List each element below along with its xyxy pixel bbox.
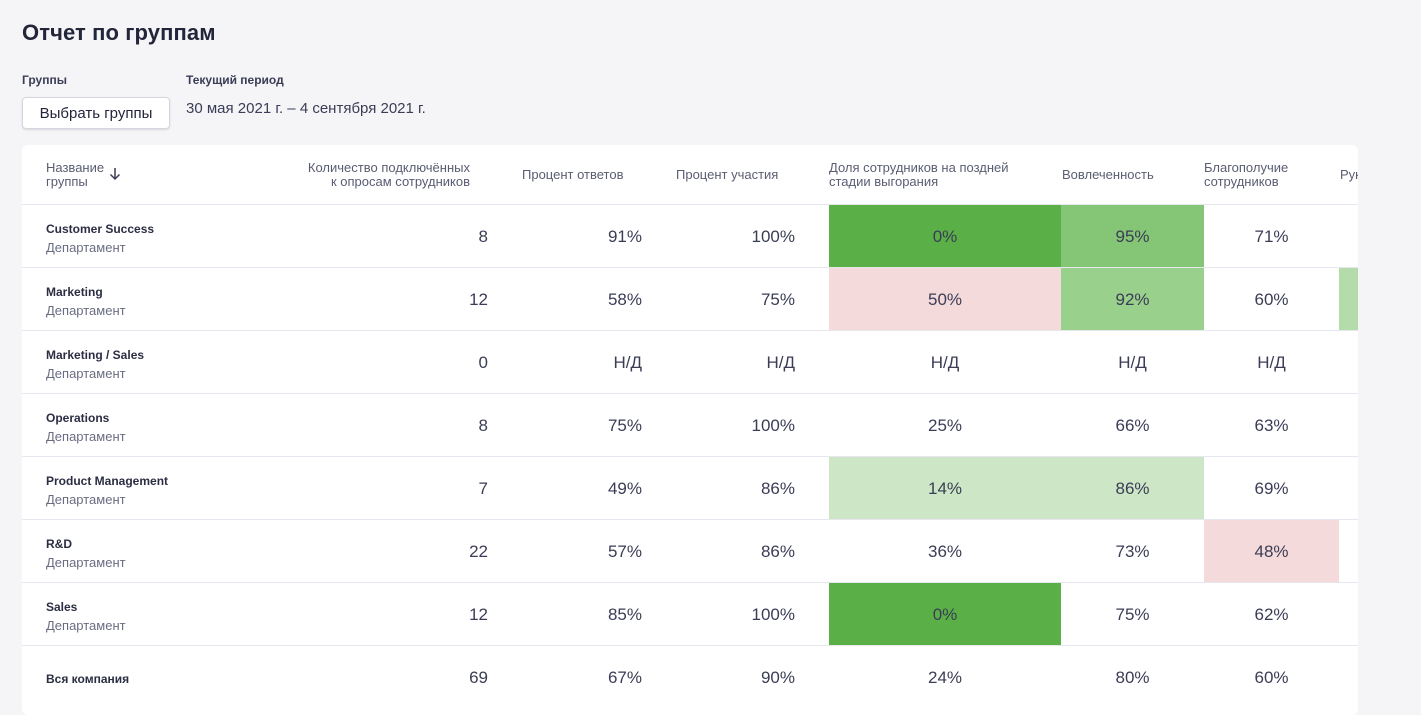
participation-rate: 86% [760, 479, 795, 498]
burnout-share: 0% [829, 205, 1061, 267]
header-group-name[interactable]: Название группы [46, 160, 121, 189]
header-name-line1: Название [46, 160, 105, 175]
table-header: Название группы Количество подключённых … [22, 145, 1358, 205]
engagement-score: 66% [1115, 416, 1150, 435]
engagement-score: 86% [1061, 457, 1204, 519]
burnout-share: 50% [829, 268, 1061, 330]
connected-count: 69 [469, 668, 488, 687]
burnout-share: 36% [927, 542, 963, 561]
connected-count: 12 [469, 605, 488, 624]
header-burnout[interactable]: Доля сотрудников на поздней стадии выгор… [829, 161, 1009, 189]
response-rate: 58% [607, 290, 642, 309]
group-name: Вся компания [46, 672, 130, 686]
table-row[interactable]: R&D Департамент 22 57% 86% 36% 73% 48% [22, 520, 1358, 583]
group-report-table: Название группы Количество подключённых … [22, 145, 1358, 715]
group-name: Marketing [46, 285, 103, 299]
group-type: Департамент [46, 429, 126, 444]
burnout-share: 24% [927, 668, 963, 687]
connected-count: 0 [478, 353, 488, 372]
engagement-score: 92% [1061, 268, 1204, 330]
table-row-total[interactable]: Вся компания 69 67% 90% 24% 80% 60% [22, 646, 1358, 709]
participation-rate: 100% [751, 227, 795, 246]
wellbeing-score: 48% [1204, 520, 1339, 582]
burnout-share: Н/Д [930, 353, 960, 372]
group-type: Департамент [46, 555, 126, 570]
wellbeing-score: 60% [1254, 668, 1289, 687]
response-rate: 91% [607, 227, 642, 246]
engagement-score: 95% [1061, 205, 1204, 267]
select-groups-button[interactable]: Выбрать группы [22, 97, 170, 129]
table-row[interactable]: Product Management Департамент 7 49% 86%… [22, 457, 1358, 520]
header-burnout-line2: стадии выгорания [829, 174, 939, 189]
header-wellbeing[interactable]: Благополучие сотрудников [1204, 161, 1288, 189]
header-engagement[interactable]: Вовлеченность [1062, 167, 1154, 182]
engagement-score: 75% [1115, 605, 1150, 624]
engagement-score: Н/Д [1118, 353, 1147, 372]
group-type: Департамент [46, 618, 126, 633]
table-row[interactable]: Operations Департамент 8 75% 100% 25% 66… [22, 394, 1358, 457]
response-rate: 75% [607, 416, 642, 435]
response-rate: Н/Д [613, 353, 642, 372]
engagement-score: 80% [1115, 668, 1150, 687]
group-name: Product Management [46, 474, 169, 488]
group-type: Департамент [46, 303, 126, 318]
participation-rate: 90% [760, 668, 795, 687]
header-leadership[interactable]: Рук [1340, 167, 1358, 182]
connected-count: 12 [469, 290, 488, 309]
table-row[interactable]: Sales Департамент 12 85% 100% 0% 75% 62% [22, 583, 1358, 646]
burnout-share: 14% [829, 457, 1061, 519]
response-rate: 67% [607, 668, 642, 687]
group-name: Sales [46, 600, 78, 614]
group-type: Департамент [46, 240, 126, 255]
leadership-cell [1339, 268, 1358, 330]
group-name: Customer Success [46, 222, 155, 236]
wellbeing-score: 62% [1254, 605, 1289, 624]
wellbeing-score: 63% [1254, 416, 1289, 435]
engagement-score: 73% [1115, 542, 1150, 561]
connected-count: 8 [478, 416, 488, 435]
group-type: Департамент [46, 492, 126, 507]
participation-rate: 100% [751, 416, 795, 435]
table-row[interactable]: Marketing / Sales Департамент 0 Н/Д Н/Д … [22, 331, 1358, 394]
burnout-share: 25% [927, 416, 963, 435]
wellbeing-score: 71% [1254, 227, 1289, 246]
group-name: Marketing / Sales [46, 348, 145, 362]
group-name: Operations [46, 411, 110, 425]
header-response-rate[interactable]: Процент ответов [522, 167, 624, 182]
period-value: 30 мая 2021 г. – 4 сентября 2021 г. [186, 100, 426, 117]
page-title: Отчет по группам [22, 20, 216, 45]
group-type: Департамент [46, 366, 126, 381]
header-name-line2: группы [46, 174, 88, 189]
header-connected-count[interactable]: Количество подключённых к опросам сотруд… [292, 161, 470, 189]
groups-filter-label: Группы [22, 73, 67, 87]
wellbeing-score: 60% [1254, 290, 1289, 309]
header-count-line1: Количество подключённых [307, 160, 470, 175]
response-rate: 85% [607, 605, 642, 624]
wellbeing-score: Н/Д [1257, 353, 1286, 372]
header-wellbeing-line1: Благополучие [1204, 160, 1289, 175]
header-wellbeing-line2: сотрудников [1204, 174, 1279, 189]
participation-rate: 100% [751, 605, 795, 624]
group-name: R&D [46, 537, 72, 551]
response-rate: 57% [607, 542, 642, 561]
header-count-line2: к опросам сотрудников [330, 174, 470, 189]
connected-count: 7 [478, 479, 488, 498]
table-row[interactable]: Customer Success Департамент 8 91% 100% … [22, 205, 1358, 268]
period-label: Текущий период [186, 73, 284, 87]
participation-rate: 75% [760, 290, 795, 309]
header-participation[interactable]: Процент участия [676, 167, 779, 182]
table-row[interactable]: Marketing Департамент 12 58% 75% 50% 92%… [22, 268, 1358, 331]
response-rate: 49% [607, 479, 642, 498]
connected-count: 22 [469, 542, 488, 561]
burnout-share: 0% [829, 583, 1061, 645]
arrow-down-icon [109, 167, 121, 184]
participation-rate: 86% [760, 542, 795, 561]
header-burnout-line1: Доля сотрудников на поздней [829, 160, 1009, 175]
participation-rate: Н/Д [766, 353, 795, 372]
wellbeing-score: 69% [1254, 479, 1289, 498]
connected-count: 8 [478, 227, 488, 246]
